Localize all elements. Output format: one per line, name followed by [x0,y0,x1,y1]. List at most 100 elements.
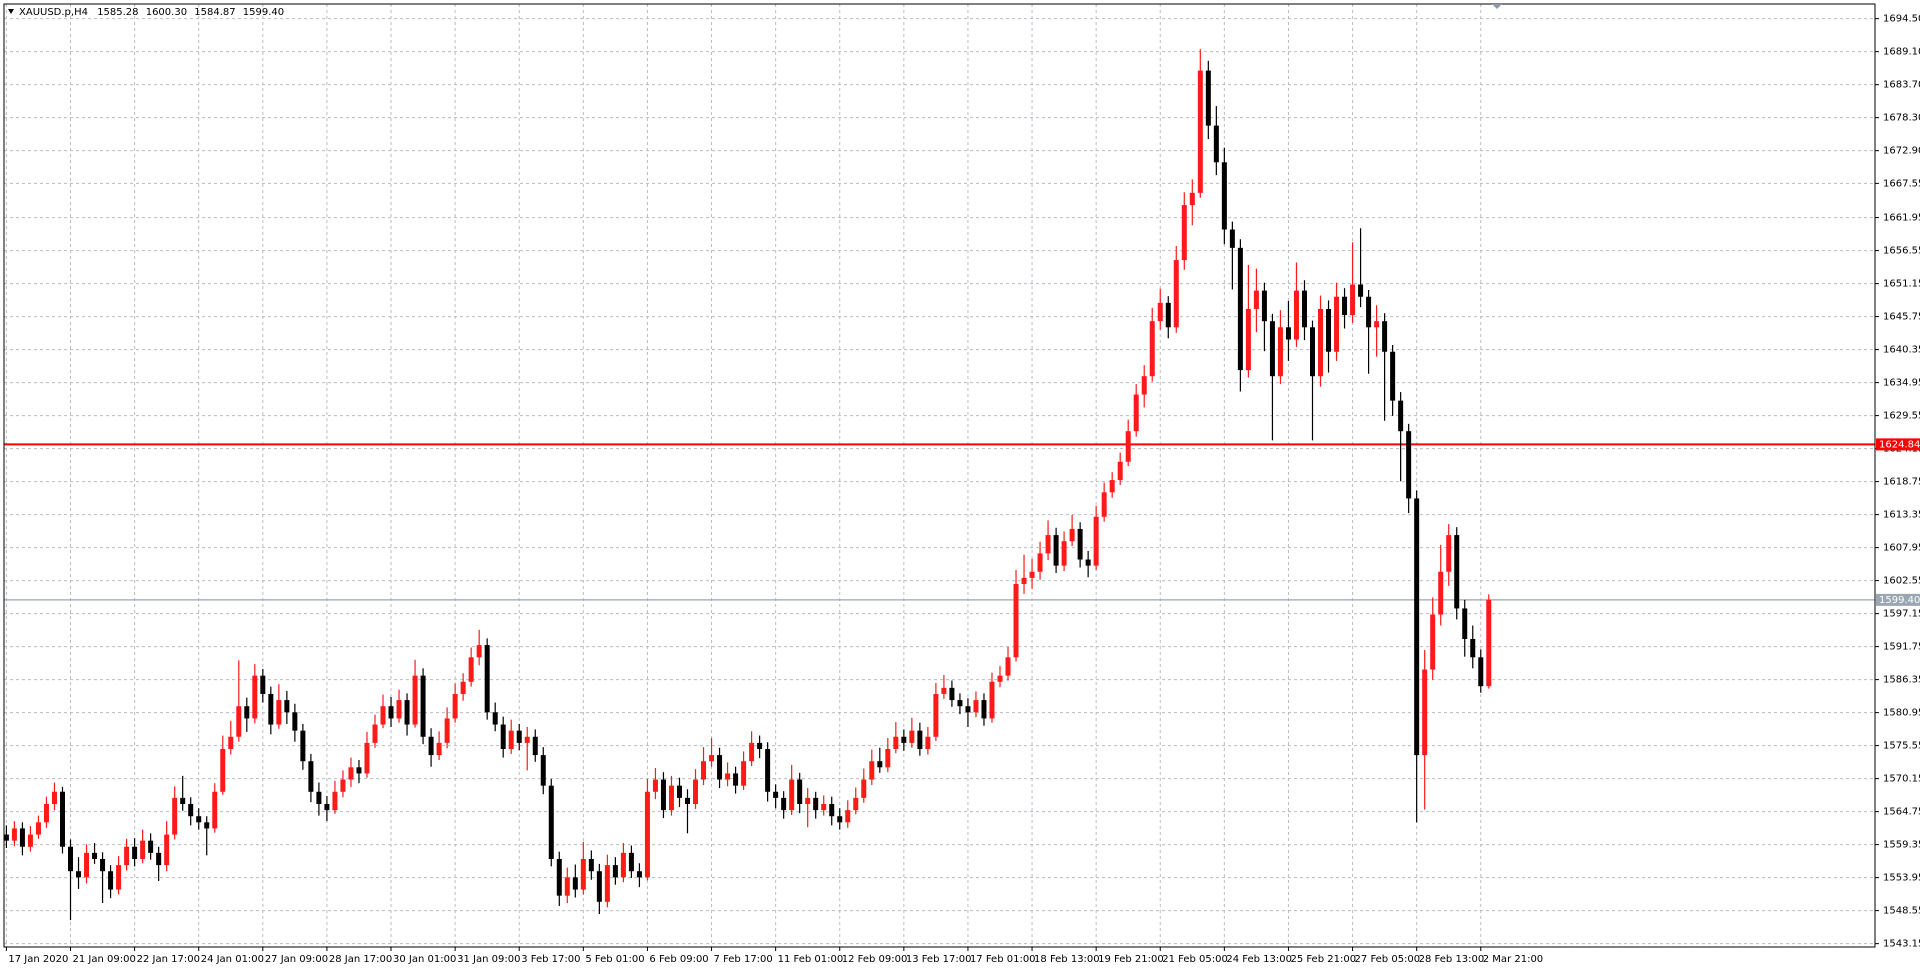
y-tick-label: 1634.95 [1883,378,1920,389]
candle-body [1293,290,1299,340]
candle-body [580,858,586,890]
candle-body [1462,608,1468,639]
candle-body [500,724,506,749]
y-tick-label: 1618.75 [1883,477,1920,488]
x-tick-label: 18 Feb 13:00 [1034,954,1100,965]
x-tick-label: 3 Feb 17:00 [521,954,580,965]
candle-body [372,724,378,743]
y-tick-label: 1564.75 [1883,807,1920,818]
candle-body [556,858,562,896]
candle-body [43,803,49,823]
candle-body [652,779,658,792]
candle-body [1334,296,1340,352]
candle-body [1005,657,1011,676]
candle-body [172,797,178,835]
candle-body [925,736,931,749]
candle-body [1366,296,1372,328]
menu-arrow[interactable] [8,9,14,14]
candle-body [1285,327,1291,340]
candle-body [388,706,394,719]
candle-body [308,761,314,792]
candle-body [428,736,434,756]
x-tick-label: 13 Feb 17:00 [906,954,972,965]
candle-body [1301,290,1307,328]
candle-body [1269,321,1275,377]
candle-body [636,871,642,878]
candle-body [1326,308,1332,352]
candle-body [965,706,971,713]
candle-body [476,645,482,658]
candle-body [797,779,803,804]
candle-body [757,742,763,749]
candle-body [1061,541,1067,566]
candle-body [460,681,466,694]
x-tick-label: 2 Mar 21:00 [1483,954,1543,965]
level-label-box [1876,438,1920,451]
candle-body [1157,302,1163,322]
x-tick-label: 31 Jan 09:00 [457,954,520,965]
candle-body [27,834,33,847]
y-tick-label: 1694.50 [1883,14,1920,25]
candle-body [909,730,915,743]
x-tick-label: 5 Feb 01:00 [585,954,644,965]
candle-body [717,755,723,780]
candle-body [725,773,731,780]
candle-body [260,675,266,694]
y-tick-label: 1661.95 [1883,213,1920,224]
candle-body [132,846,138,859]
y-tick-label: 1543.15 [1883,939,1920,950]
chart-header: XAUUSD.p,H4 1585.28 1600.30 1584.87 1599… [19,7,284,18]
candle-body [1053,535,1059,566]
x-tick-label: 17 Feb 01:00 [970,954,1036,965]
candle-body [1237,247,1243,371]
candle-body [68,846,74,872]
candle-body [59,791,65,847]
candle-body [444,718,450,743]
candle-body [164,834,170,866]
candle-body [917,730,923,749]
candle-body [572,877,578,890]
candle-body [492,712,498,725]
candle-body [1029,571,1035,578]
candle-body [412,675,418,725]
label-layer: 1694.50 1689.10 1683.70 1678.30 1672.90 1667.… [5,14,1920,965]
candle-body [212,791,218,829]
x-tick-label: 24 Jan 01:00 [201,954,264,965]
x-tick-label: 6 Feb 09:00 [649,954,708,965]
candle-body [508,730,514,749]
candle-body [228,736,234,749]
candle-body [845,810,851,823]
candle-body [749,742,755,762]
y-tick-label: 1651.15 [1883,279,1920,290]
candle-layer [3,49,1492,921]
candle-body [1309,327,1315,377]
candle-body [436,742,442,756]
candle-body [1414,498,1420,756]
candle-body [676,785,682,798]
candle-body [861,779,867,798]
candle-body [869,761,875,780]
candle-body [1446,535,1452,572]
candle-body [100,858,106,872]
y-tick-label: 1678.30 [1883,113,1920,124]
candle-body [484,645,490,713]
candle-body [1277,327,1283,377]
y-tick-label: 1672.90 [1883,146,1920,157]
candle-body [829,803,835,817]
candle-body [76,871,82,878]
x-tick-label: 19 Feb 21:00 [1098,954,1164,965]
line-layer [4,443,1875,601]
candle-body [348,767,354,780]
candle-body [1133,394,1139,432]
candle-body [1422,669,1428,756]
x-tick-label: 25 Feb 21:00 [1290,954,1356,965]
candle-body [1470,638,1476,658]
candle-body [885,748,891,768]
candle-body [220,748,226,792]
candle-body [684,797,690,804]
candle-body [532,736,538,756]
candle-body [1374,321,1380,328]
candle-body [1045,535,1051,554]
